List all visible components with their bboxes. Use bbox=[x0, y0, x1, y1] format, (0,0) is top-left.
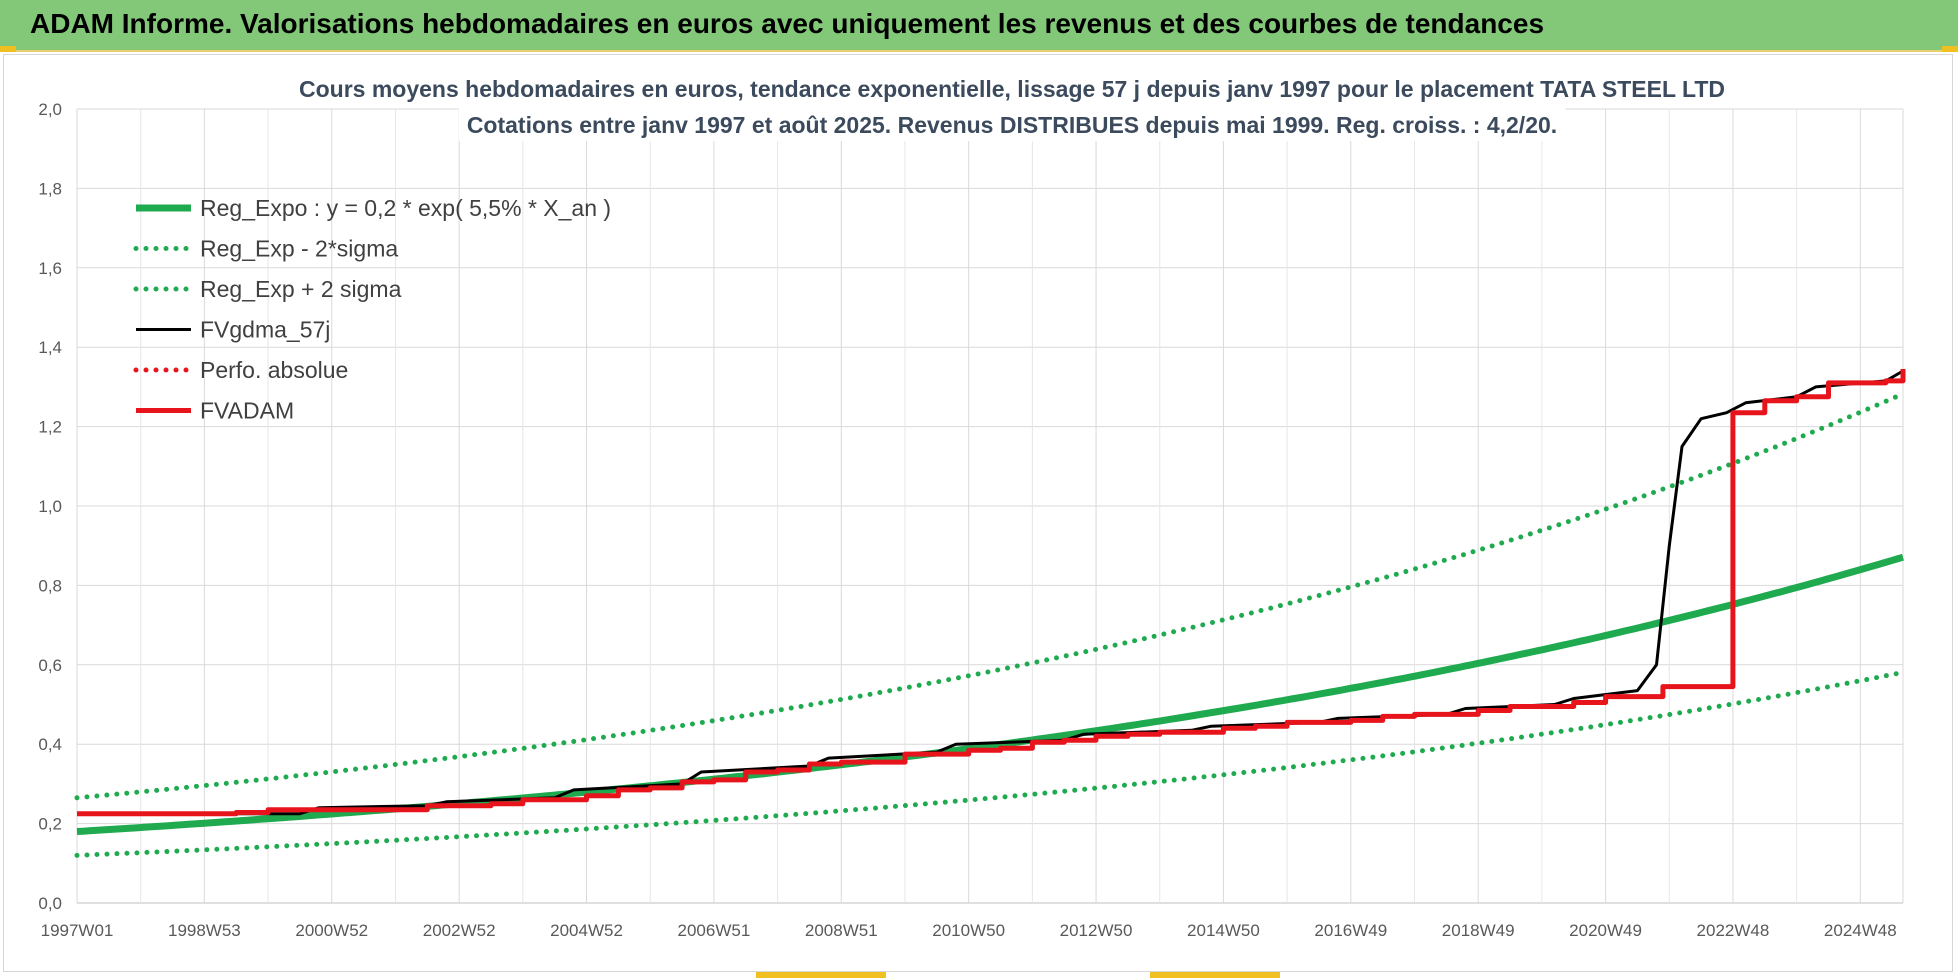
chart-title-line: Cours moyens hebdomadaires en euros, ten… bbox=[299, 76, 1725, 102]
x-tick-label: 2012W50 bbox=[1060, 921, 1133, 940]
y-tick-label: 1,4 bbox=[38, 338, 62, 357]
x-tick-label: 2018W49 bbox=[1442, 921, 1515, 940]
y-tick-label: 1,2 bbox=[38, 418, 62, 437]
bottom-strip bbox=[0, 972, 1958, 978]
report-title: ADAM Informe. Valorisations hebdomadaire… bbox=[30, 8, 1545, 39]
chart-title-group: Cours moyens hebdomadaires en euros, ten… bbox=[291, 72, 1733, 141]
legend-label: Perfo. absolue bbox=[200, 357, 348, 383]
chart: Cours moyens hebdomadaires en euros, ten… bbox=[38, 72, 1906, 940]
corner-mark-right bbox=[1942, 46, 1958, 52]
x-tick-label: 1998W53 bbox=[168, 921, 241, 940]
y-axis-ticks: 0,0 0,2 0,4 0,6 0,8 1,0 1,2 1,4 1,6 1,8 2,0 bbox=[38, 100, 62, 913]
legend-label: Reg_Expo : y = 0,2 * exp( 5,5% * X_an ) bbox=[200, 195, 611, 221]
x-tick-label: 2002W52 bbox=[423, 921, 496, 940]
chart-title-background bbox=[291, 72, 1733, 105]
y-tick-label: 0,8 bbox=[38, 576, 62, 595]
y-tick-label: 0,6 bbox=[38, 656, 62, 675]
x-tick-label: 2024W48 bbox=[1824, 921, 1897, 940]
y-tick-label: 0,0 bbox=[38, 894, 62, 913]
x-tick-label: 2010W50 bbox=[932, 921, 1005, 940]
x-tick-label: 2020W49 bbox=[1569, 921, 1642, 940]
series-line bbox=[74, 391, 1906, 801]
strip-mark bbox=[1150, 972, 1280, 978]
legend: Reg_Expo : y = 0,2 * exp( 5,5% * X_an ) R… bbox=[133, 195, 611, 424]
series-line bbox=[77, 369, 1906, 817]
gridlines bbox=[76, 108, 1904, 904]
corner-mark-left bbox=[0, 46, 16, 52]
legend-label: Reg_Exp + 2 sigma bbox=[200, 276, 402, 302]
x-tick-label: 2006W51 bbox=[678, 921, 751, 940]
y-tick-label: 1,6 bbox=[38, 259, 62, 278]
x-tick-label: 1997W01 bbox=[41, 921, 114, 940]
x-tick-label: 2022W48 bbox=[1697, 921, 1770, 940]
x-axis-ticks: 1997W01 1998W53 2000W52 2002W52 2004W52 2006W… bbox=[41, 921, 1897, 940]
x-tick-label: 2004W52 bbox=[550, 921, 623, 940]
x-tick-label: 2014W50 bbox=[1187, 921, 1260, 940]
legend-label: Reg_Exp - 2*sigma bbox=[200, 236, 398, 262]
y-tick-label: 1,8 bbox=[38, 179, 62, 198]
strip-mark bbox=[756, 972, 886, 978]
report-banner: ADAM Informe. Valorisations hebdomadaire… bbox=[0, 0, 1958, 52]
legend-label: FVADAM bbox=[200, 398, 294, 424]
x-tick-label: 2016W49 bbox=[1314, 921, 1387, 940]
y-tick-label: 0,2 bbox=[38, 815, 62, 834]
x-tick-label: 2008W51 bbox=[805, 921, 878, 940]
y-tick-label: 0,4 bbox=[38, 735, 62, 754]
y-tick-label: 1,0 bbox=[38, 497, 62, 516]
chart-title-line: Cotations entre janv 1997 et août 2025. … bbox=[467, 112, 1557, 138]
chart-frame: Cours moyens hebdomadaires en euros, ten… bbox=[3, 54, 1953, 972]
chart-title-background bbox=[458, 108, 1566, 141]
y-tick-label: 2,0 bbox=[38, 100, 62, 119]
series-line bbox=[74, 669, 1906, 858]
legend-label: FVgdma_57j bbox=[200, 317, 330, 343]
x-tick-label: 2000W52 bbox=[295, 921, 368, 940]
series-group bbox=[74, 369, 1906, 858]
